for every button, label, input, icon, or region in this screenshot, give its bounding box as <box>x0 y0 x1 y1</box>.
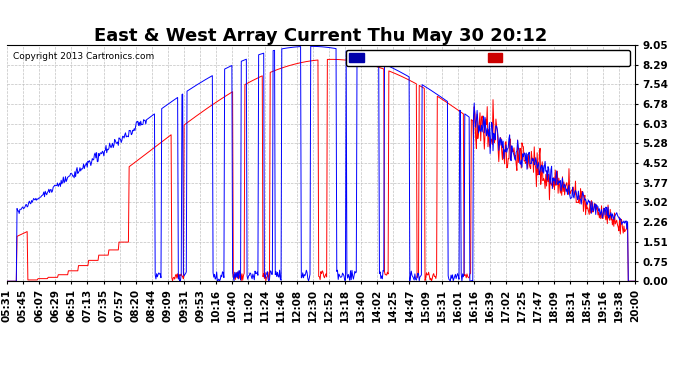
Text: Copyright 2013 Cartronics.com: Copyright 2013 Cartronics.com <box>13 52 155 61</box>
Title: East & West Array Current Thu May 30 20:12: East & West Array Current Thu May 30 20:… <box>94 27 548 45</box>
Legend: East Array (DC Amps), West Array (DC Amps): East Array (DC Amps), West Array (DC Amp… <box>346 50 630 66</box>
